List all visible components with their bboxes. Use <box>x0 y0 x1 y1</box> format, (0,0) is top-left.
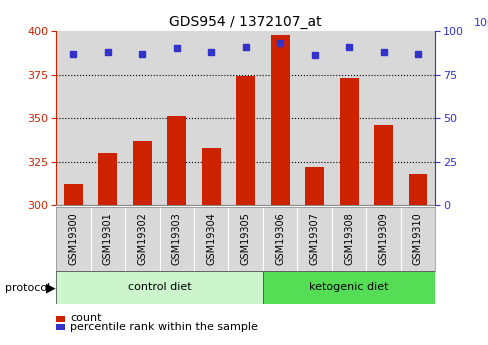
Text: GSM19306: GSM19306 <box>275 212 285 265</box>
Point <box>138 51 146 57</box>
Title: GDS954 / 1372107_at: GDS954 / 1372107_at <box>169 14 322 29</box>
Text: GSM19301: GSM19301 <box>102 212 113 265</box>
Text: protocol: protocol <box>5 283 50 293</box>
Text: control diet: control diet <box>127 282 191 292</box>
Bar <box>98 153 117 205</box>
Point <box>310 53 318 58</box>
Bar <box>90 31 125 205</box>
Bar <box>202 148 220 205</box>
Bar <box>236 76 255 205</box>
Bar <box>125 31 159 205</box>
Text: ▶: ▶ <box>46 282 56 295</box>
Text: GSM19300: GSM19300 <box>68 212 78 265</box>
Text: GSM19308: GSM19308 <box>344 212 353 265</box>
Text: GSM19310: GSM19310 <box>412 212 422 265</box>
Bar <box>159 31 194 205</box>
Text: GSM19309: GSM19309 <box>378 212 388 265</box>
Text: GSM19304: GSM19304 <box>206 212 216 265</box>
Bar <box>167 116 186 205</box>
Bar <box>270 34 289 205</box>
Text: GSM19307: GSM19307 <box>309 212 319 265</box>
Bar <box>228 31 263 205</box>
Point <box>345 44 352 49</box>
FancyBboxPatch shape <box>263 271 434 304</box>
Text: ketogenic diet: ketogenic diet <box>309 282 388 292</box>
Point <box>69 51 77 57</box>
Point <box>207 49 215 55</box>
Bar <box>407 174 427 205</box>
Point <box>276 40 284 46</box>
Point <box>413 51 421 57</box>
Text: GSM19302: GSM19302 <box>137 212 147 265</box>
Bar <box>373 125 392 205</box>
Point <box>379 49 386 55</box>
Bar <box>133 141 152 205</box>
Bar <box>297 31 331 205</box>
Text: GSM19303: GSM19303 <box>171 212 182 265</box>
Bar <box>339 78 358 205</box>
Bar <box>366 31 400 205</box>
Bar <box>263 31 297 205</box>
Text: count: count <box>70 314 101 323</box>
Text: GSM19305: GSM19305 <box>240 212 250 265</box>
Point <box>104 49 112 55</box>
Bar <box>194 31 228 205</box>
Bar <box>305 167 324 205</box>
Point <box>242 44 249 49</box>
Text: 100%: 100% <box>473 18 488 28</box>
Point <box>173 46 181 51</box>
Text: percentile rank within the sample: percentile rank within the sample <box>70 322 257 332</box>
Bar <box>400 31 434 205</box>
Bar <box>331 31 366 205</box>
FancyBboxPatch shape <box>56 271 263 304</box>
Bar <box>56 31 90 205</box>
Bar <box>64 184 83 205</box>
